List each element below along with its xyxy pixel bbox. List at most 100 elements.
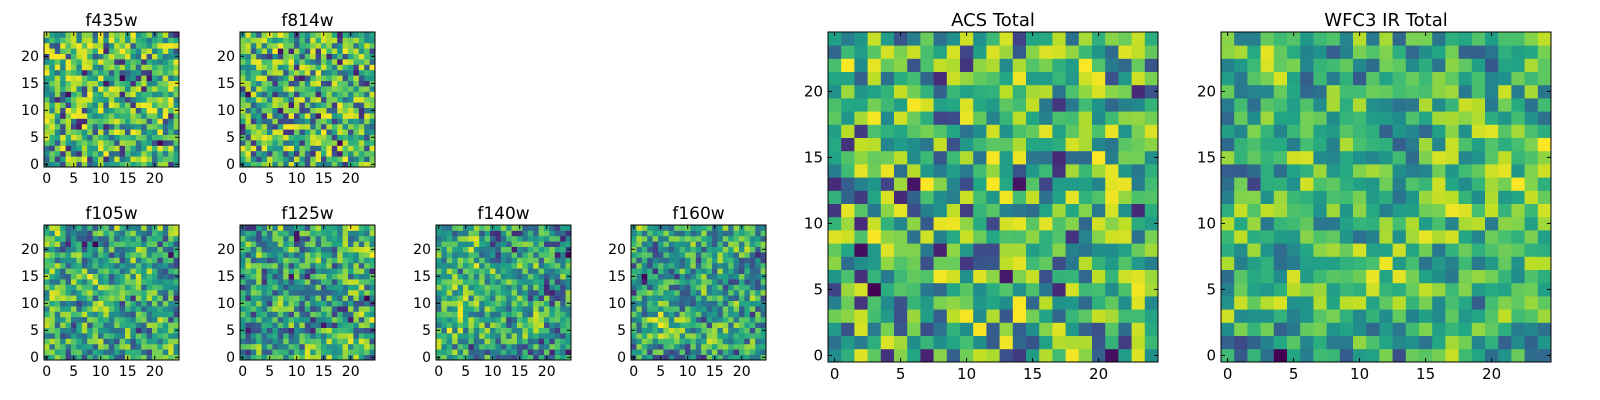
heatmap-cell (108, 102, 115, 108)
heatmap-cell (490, 306, 496, 312)
heatmap-cell (250, 327, 257, 334)
heatmap-cell (1392, 256, 1407, 270)
heatmap-cell (484, 311, 491, 318)
heatmap-cell (65, 37, 72, 44)
x-tick-label: 0 (42, 364, 51, 380)
heatmap-cell (436, 295, 442, 301)
heatmap-cell (1026, 71, 1040, 86)
heatmap-cell (946, 84, 961, 99)
heatmap-cell (288, 161, 295, 168)
heatmap-cell (71, 349, 77, 355)
heatmap-cell (87, 246, 93, 253)
heatmap-cell (907, 58, 921, 72)
heatmap-cell (1221, 348, 1235, 363)
heatmap-cell (479, 241, 485, 247)
heatmap-cell (152, 134, 158, 141)
heatmap-cell (114, 53, 120, 60)
heatmap-cell (1300, 203, 1314, 218)
heatmap-cell (60, 37, 66, 44)
heatmap-cell (760, 284, 767, 291)
heatmap-cell (294, 59, 300, 65)
y-tick-label: 10 (413, 296, 431, 312)
heatmap-cell (685, 316, 691, 323)
heatmap-cell (299, 118, 306, 125)
heatmap-cell (960, 282, 974, 297)
heatmap-cell (173, 64, 180, 71)
heatmap-cell (315, 32, 322, 38)
heatmap-cell (533, 354, 539, 361)
heatmap-cell (321, 53, 327, 60)
heatmap-cell (348, 134, 354, 141)
heatmap-cell (1353, 177, 1367, 191)
heatmap-cell (277, 257, 284, 264)
heatmap-cell (98, 295, 104, 301)
heatmap-cell (685, 343, 691, 350)
heatmap-cell (348, 306, 354, 312)
heatmap-cell (658, 252, 664, 258)
heatmap-cell (1313, 164, 1327, 178)
heatmap-cell (98, 129, 104, 135)
heatmap-cell (728, 311, 734, 318)
heatmap-cell (130, 279, 137, 285)
heatmap-cell (168, 295, 174, 301)
heatmap-cell (533, 349, 539, 355)
heatmap-cell (65, 64, 72, 71)
heatmap-cell (1105, 216, 1119, 231)
heatmap-cell (173, 145, 180, 152)
heatmap-cell (933, 98, 948, 112)
heatmap-cell (854, 71, 868, 86)
heatmap-cell (1131, 348, 1146, 363)
heatmap-cell (946, 150, 961, 165)
heatmap-cell (245, 42, 252, 49)
heatmap-cell (245, 113, 252, 119)
heatmap-cell (125, 102, 131, 108)
heatmap-cell (261, 150, 268, 157)
heatmap-cell (647, 316, 653, 323)
heatmap-cell (65, 91, 72, 98)
heatmap-cell (240, 316, 246, 323)
heatmap-cell (663, 225, 670, 231)
heatmap-cell (668, 230, 675, 237)
heatmap-cell (841, 335, 855, 350)
heatmap-cell (342, 333, 349, 339)
heatmap-cell (1012, 137, 1027, 152)
heatmap-cell (517, 230, 523, 237)
heatmap-cell (108, 91, 115, 98)
heatmap-cell (695, 322, 702, 328)
heatmap-cell (1092, 296, 1106, 310)
heatmap-cell (162, 322, 169, 328)
heatmap-cell (141, 284, 147, 291)
heatmap-cell (326, 343, 333, 350)
y-tick-label: 10 (217, 103, 235, 119)
heatmap-cell (701, 295, 707, 301)
heatmap-cell (277, 156, 284, 162)
heatmap-cell (315, 150, 322, 157)
heatmap-cell (135, 59, 142, 65)
heatmap-cell (986, 164, 1000, 178)
heatmap-cell (119, 241, 126, 247)
heatmap-cell (135, 273, 142, 280)
heatmap-cell (500, 225, 507, 231)
heatmap-cell (267, 140, 273, 146)
heatmap-cell (152, 91, 158, 98)
heatmap-cell (1105, 150, 1119, 165)
heatmap-cell (125, 333, 131, 339)
heatmap-cell (60, 113, 66, 119)
heatmap-cell (841, 230, 855, 244)
heatmap-cell (674, 246, 680, 253)
heatmap-cell (1485, 216, 1499, 231)
heatmap-cell (1366, 216, 1380, 231)
heatmap-cell (1118, 230, 1132, 244)
heatmap-cell (706, 284, 713, 291)
heatmap-cell (173, 235, 180, 242)
heatmap-cell (331, 42, 338, 49)
heatmap-cell (907, 348, 921, 363)
heatmap-cell (500, 241, 507, 247)
heatmap-cell (108, 316, 115, 323)
heatmap-cell (315, 246, 322, 253)
heatmap-cell (717, 343, 724, 350)
heatmap-cell (76, 107, 83, 114)
heatmap-cell (441, 225, 448, 231)
heatmap-cell (168, 64, 174, 71)
heatmap-cell (457, 300, 464, 307)
